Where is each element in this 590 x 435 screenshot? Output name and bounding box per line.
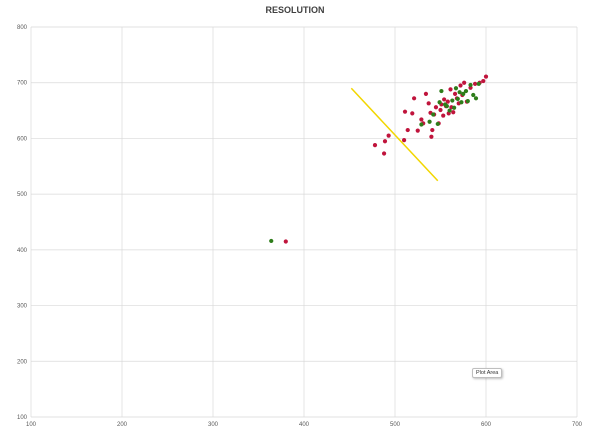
- data-point-green[interactable]: [455, 96, 460, 101]
- data-point-green[interactable]: [461, 91, 466, 96]
- data-point-red[interactable]: [410, 111, 415, 116]
- data-point-red[interactable]: [405, 127, 410, 133]
- x-tick-label: 300: [208, 422, 219, 428]
- data-point-green[interactable]: [427, 119, 432, 124]
- x-tick-label: 400: [299, 422, 310, 428]
- y-tick-label: 500: [17, 192, 28, 198]
- data-point-green[interactable]: [419, 122, 424, 127]
- data-point-red[interactable]: [402, 109, 408, 114]
- data-point-red[interactable]: [458, 83, 463, 88]
- data-point-red[interactable]: [445, 99, 450, 104]
- data-point-red[interactable]: [481, 78, 486, 84]
- data-point-green[interactable]: [444, 104, 449, 109]
- y-tick-label: 100: [17, 415, 28, 421]
- data-point-red[interactable]: [451, 110, 456, 115]
- y-tick-label: 200: [17, 359, 28, 365]
- trend-line: [350, 87, 439, 182]
- data-point-green[interactable]: [437, 100, 442, 105]
- x-tick-label: 700: [572, 422, 583, 428]
- data-point-red[interactable]: [419, 117, 424, 122]
- data-point-red[interactable]: [412, 96, 417, 101]
- data-point-red[interactable]: [372, 143, 378, 148]
- y-tick-label: 400: [17, 248, 28, 254]
- data-point-green[interactable]: [473, 96, 479, 101]
- data-point-red[interactable]: [483, 74, 489, 79]
- data-point-red[interactable]: [283, 239, 288, 244]
- data-point-green[interactable]: [465, 99, 470, 104]
- data-point-red[interactable]: [433, 105, 439, 110]
- data-point-green[interactable]: [435, 121, 440, 127]
- data-point-green[interactable]: [457, 90, 462, 95]
- data-point-green[interactable]: [439, 88, 444, 94]
- x-tick-label: 100: [26, 422, 37, 428]
- data-point-red[interactable]: [452, 91, 458, 96]
- data-point-red[interactable]: [438, 107, 443, 113]
- x-tick-label: 500: [390, 422, 401, 428]
- y-tick-label: 800: [17, 25, 28, 31]
- data-point-red[interactable]: [430, 127, 435, 133]
- data-point-red[interactable]: [415, 128, 420, 133]
- data-point-red[interactable]: [402, 138, 407, 143]
- data-point-red[interactable]: [426, 101, 431, 106]
- data-point-red[interactable]: [386, 133, 391, 138]
- x-tick-label: 600: [481, 422, 492, 428]
- data-point-green[interactable]: [453, 86, 459, 91]
- plot-area-tooltip: Plot Area: [472, 368, 503, 378]
- data-point-green[interactable]: [468, 82, 473, 88]
- data-point-green[interactable]: [447, 108, 452, 113]
- y-tick-label: 300: [17, 304, 28, 310]
- data-point-green[interactable]: [269, 238, 274, 244]
- data-point-red[interactable]: [448, 87, 453, 92]
- y-tick-label: 700: [17, 81, 28, 87]
- data-point-red[interactable]: [382, 139, 388, 144]
- data-point-green[interactable]: [452, 105, 457, 110]
- data-point-red[interactable]: [442, 97, 447, 102]
- chart-title: RESOLUTION: [265, 5, 325, 15]
- data-point-green[interactable]: [463, 88, 469, 94]
- data-point-red[interactable]: [381, 151, 387, 156]
- data-point-red[interactable]: [441, 113, 446, 118]
- y-tick-label: 600: [17, 136, 28, 142]
- data-point-green[interactable]: [450, 98, 455, 103]
- data-point-red[interactable]: [472, 81, 478, 86]
- data-point-green[interactable]: [476, 81, 481, 86]
- x-tick-label: 200: [117, 422, 128, 428]
- data-point-red[interactable]: [423, 91, 429, 96]
- data-point-green[interactable]: [471, 92, 476, 98]
- data-point-green[interactable]: [431, 112, 436, 117]
- data-point-red[interactable]: [429, 134, 434, 139]
- data-point-green[interactable]: [459, 100, 464, 105]
- data-point-red[interactable]: [462, 80, 467, 85]
